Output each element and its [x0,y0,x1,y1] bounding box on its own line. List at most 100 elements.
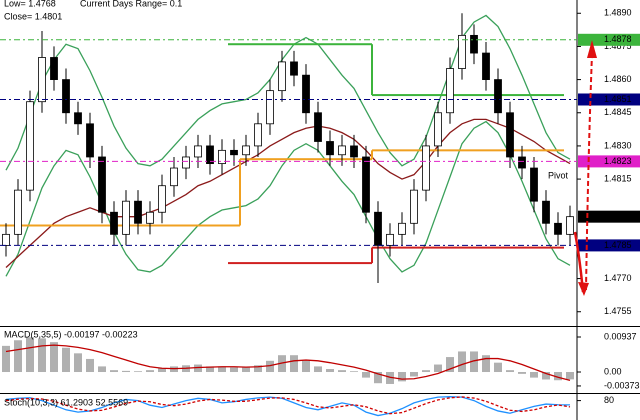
y-tick-label: 1.4875 [604,41,632,51]
histogram-bar [242,367,250,373]
price-box [578,155,640,168]
price-box-label: 1.4798 [604,211,632,221]
y-tick-label: 1.4770 [604,273,632,283]
candle-body [302,74,310,114]
y-tick-label: 1.4860 [604,74,632,84]
histogram-bar [434,364,442,373]
histogram-bar [158,368,166,373]
candle-body [482,52,490,80]
histogram-bar [302,360,310,373]
candle-body [170,167,178,187]
candle-body [434,112,442,147]
histogram-bar [410,372,418,377]
histogram-bar [98,366,106,373]
indicator-line [5,396,571,415]
candle-body [266,90,274,125]
price-box-label: 1.4851 [604,94,632,104]
histogram-bar [350,371,358,373]
histogram-bar [266,360,274,373]
histogram-bar [110,370,118,373]
histogram-bar [326,369,334,373]
indicator-line [5,14,571,171]
candle-body [206,145,214,165]
candle-body [314,112,322,142]
candle-body [542,200,550,224]
y-tick-label: 1.4845 [604,107,632,117]
candle-body [50,57,58,80]
histogram-bar [314,366,322,373]
histogram-bar [338,370,346,373]
y-tick-label: -0.00373 [604,380,640,390]
candle-body [470,34,478,54]
candle-body [134,200,142,224]
histogram-bar [2,345,10,373]
candle-body [242,145,250,156]
candle-body [566,216,574,235]
histogram-bar [482,355,490,373]
histogram-bar [14,340,22,373]
price-box [578,239,640,252]
candle-body [122,200,130,235]
histogram-bar [494,362,502,373]
y-tick-label: 1.4830 [604,140,632,150]
candle-body [386,233,394,246]
histogram-bar [38,338,46,373]
candle-body [362,156,370,213]
candle-body [518,156,526,169]
histogram-bar [26,337,34,373]
panel-title: Stoch(10,3,3) 61.2903 52.5569 [4,397,128,407]
price-box [578,210,640,223]
histogram-bar [146,370,154,373]
candle-body [194,145,202,158]
candle-body [86,123,94,158]
histogram-bar [134,371,142,373]
y-tick-label: 1.4890 [604,8,632,18]
up-arrow [585,53,593,291]
candle-body [146,211,154,224]
price-box-label: 1.4823 [604,156,632,166]
candle-body [530,167,538,202]
candle-body [494,79,502,114]
panel-title: MACD(5,35,5) -0.00197 -0.00223 [4,329,138,339]
histogram-bar [50,342,58,373]
y-tick-label: 0.00937 [604,331,637,341]
histogram-bar [554,372,562,381]
histogram-bar [506,370,514,373]
histogram-bar [218,366,226,373]
candle-body [62,79,70,114]
histogram-bar [470,351,478,373]
candle-body [350,145,358,158]
price-box [578,33,640,46]
histogram-bar [194,364,202,373]
candle-body [410,189,418,224]
histogram-bar [290,355,298,373]
candle-body [110,211,118,235]
price-box-label: 1.4785 [604,240,632,250]
histogram-bar [566,372,574,380]
candle-body [230,149,238,156]
histogram-bar [74,353,82,373]
candle-body [2,233,10,246]
histogram-bar [518,372,526,374]
candle-body [38,57,46,103]
histogram-bar [230,367,238,373]
candle-body [26,101,34,191]
candle-body [98,156,106,213]
y-tick-label: 1.4815 [604,173,632,183]
indicator-line [5,344,571,381]
histogram-bar [458,351,466,373]
histogram-bar [542,372,550,380]
candle-body [326,141,334,156]
y-tick-label: 80 [604,395,614,405]
histogram-bar [122,370,130,373]
histogram-bar [254,365,262,373]
candle-body [506,112,514,158]
candle-body [458,34,466,69]
candle-body [290,61,298,76]
candle-body [398,222,406,235]
histogram-bar [362,372,370,378]
candle-body [422,145,430,191]
candle-body [374,211,382,246]
